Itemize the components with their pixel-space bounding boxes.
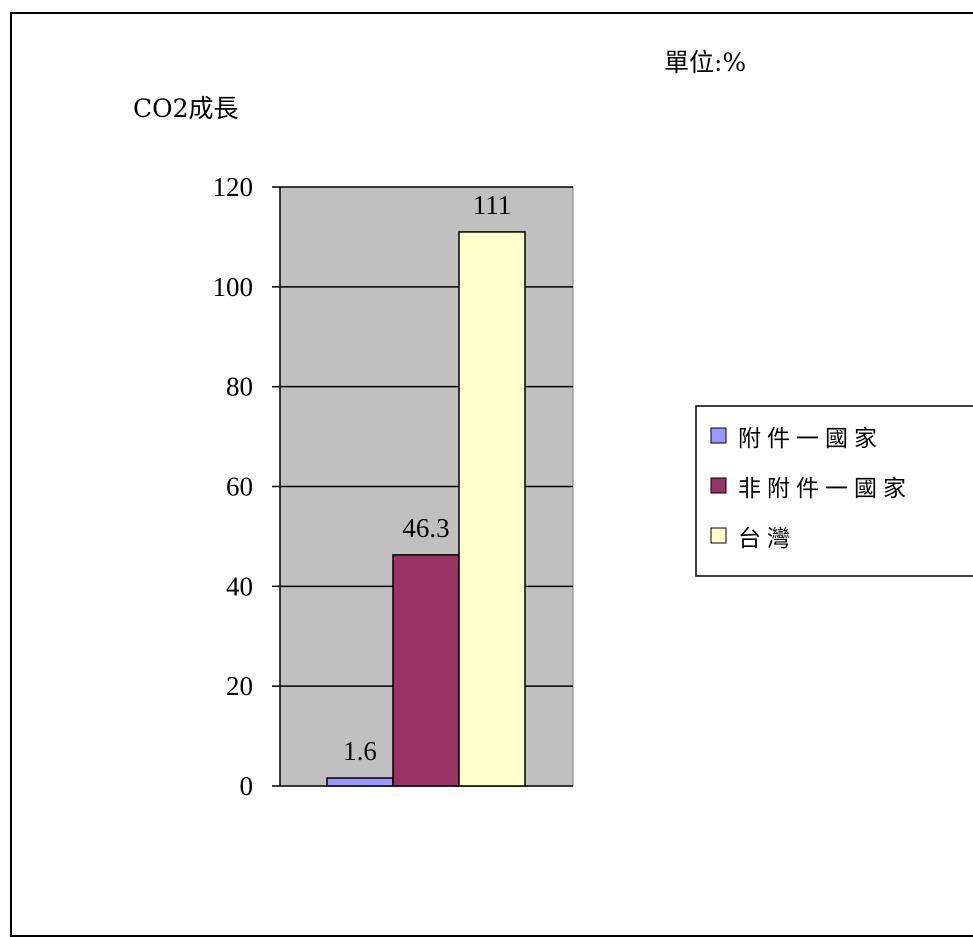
y-tick-label: 40 [226, 571, 253, 601]
data-label: 111 [473, 190, 512, 220]
bar [326, 777, 394, 787]
data-labels: 1.6 46.3 111 [343, 190, 511, 766]
legend-swatch [710, 427, 727, 444]
legend-box [695, 405, 973, 577]
bars [326, 231, 526, 787]
legend-swatch [710, 477, 727, 494]
y-axis: 0 20 40 60 80 100 120 [213, 172, 573, 801]
y-tick-label: 0 [240, 771, 254, 801]
y-axis-title: CO2成長 [133, 94, 239, 123]
legend-swatch [710, 527, 727, 544]
y-tick-label: 60 [226, 472, 253, 502]
legend-label: 附件一國家 [738, 426, 883, 452]
bar [458, 231, 526, 787]
bar [392, 554, 460, 787]
y-tick-label: 120 [213, 172, 254, 202]
y-tick-label: 20 [226, 671, 253, 701]
data-label: 46.3 [402, 513, 449, 543]
data-label: 1.6 [343, 736, 377, 766]
legend-label: 台灣 [738, 526, 796, 552]
y-tick-label: 80 [226, 372, 253, 402]
unit-note: 單位:% [664, 48, 746, 77]
y-tick-label: 100 [213, 272, 254, 302]
legend-label: 非附件一國家 [738, 476, 912, 502]
